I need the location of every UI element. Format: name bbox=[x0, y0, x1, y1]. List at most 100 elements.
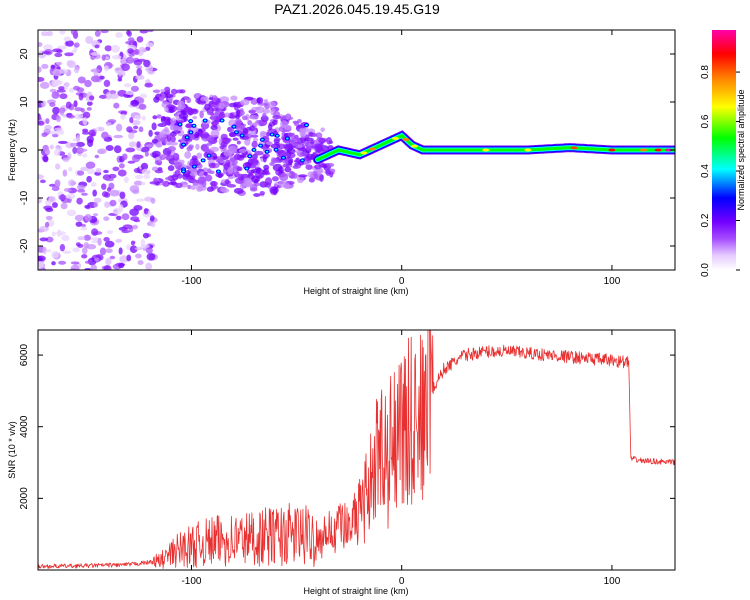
spectrogram-spot-core bbox=[252, 148, 256, 151]
spectrogram-blob bbox=[157, 122, 167, 127]
spectrogram-blob bbox=[118, 262, 125, 269]
spectrogram-blob bbox=[81, 223, 86, 228]
spectrogram-blob bbox=[325, 169, 331, 176]
spectrogram-blob bbox=[314, 164, 322, 170]
spectrogram-blob bbox=[254, 150, 264, 156]
spectrogram-blob bbox=[65, 101, 72, 109]
spectrogram-blob bbox=[128, 132, 135, 140]
spectrogram-blob bbox=[72, 247, 80, 253]
spectrogram-xtick-label: -100 bbox=[181, 276, 201, 287]
spectrogram-blob bbox=[51, 231, 56, 237]
spectrogram-blob bbox=[63, 82, 70, 87]
spectrogram-blob bbox=[66, 60, 76, 68]
snr-xtick-label: 100 bbox=[604, 576, 621, 587]
spectrogram-blob bbox=[126, 126, 133, 133]
spectrogram-blob bbox=[219, 111, 225, 120]
spectrogram-blob bbox=[60, 202, 68, 210]
spectrogram-blob bbox=[103, 216, 110, 221]
spectrogram-peak bbox=[360, 151, 368, 155]
spectrogram-blob bbox=[153, 96, 160, 103]
colorbar-tick-label: 0.0 bbox=[700, 263, 711, 277]
spectrogram-blob bbox=[103, 79, 111, 88]
spectrogram-blob bbox=[121, 153, 128, 161]
spectrogram-blob bbox=[115, 123, 123, 132]
spectrogram-blob bbox=[143, 174, 150, 180]
spectrogram-blob bbox=[91, 239, 100, 244]
spectrogram-blob bbox=[136, 141, 141, 148]
spectrogram-blob bbox=[263, 164, 270, 171]
spectrogram-blob bbox=[264, 182, 272, 188]
spectrogram-blob bbox=[59, 93, 68, 100]
spectrogram-blob bbox=[101, 183, 107, 190]
colorbar-tick-label: 0.6 bbox=[700, 114, 711, 128]
spectrogram-blob bbox=[86, 244, 97, 250]
spectrogram-blob bbox=[105, 257, 112, 266]
spectrogram-blob bbox=[101, 54, 106, 61]
spectrogram-ridge bbox=[315, 132, 675, 163]
snr-ylabel: SNR (10 * v/v) bbox=[7, 421, 17, 479]
spectrogram-blob bbox=[138, 103, 147, 110]
spectrogram-image bbox=[38, 30, 675, 270]
spectrogram-blob bbox=[306, 144, 312, 150]
spectrogram-blob bbox=[249, 122, 260, 126]
spectrogram-blob bbox=[207, 156, 212, 161]
spectrogram-blob bbox=[70, 30, 78, 36]
spectrogram-blob bbox=[127, 48, 134, 54]
spectrogram-blob bbox=[44, 221, 50, 228]
spectrogram-blob bbox=[52, 68, 62, 77]
spectrogram-blob bbox=[88, 95, 95, 101]
spectrogram-blob bbox=[91, 228, 99, 236]
spectrogram-blob bbox=[142, 232, 149, 239]
spectrogram-blob bbox=[277, 150, 288, 158]
spectrogram-ytick-label: 10 bbox=[19, 96, 30, 108]
spectrogram-blob bbox=[121, 213, 130, 221]
spectrogram-blob bbox=[97, 237, 102, 246]
spectrogram-blob bbox=[174, 169, 181, 177]
spectrogram-blob bbox=[326, 162, 335, 168]
spectrogram-blob bbox=[82, 153, 88, 158]
spectrogram-blob bbox=[73, 85, 81, 91]
spectrogram-blob bbox=[117, 89, 127, 97]
spectrogram-blob bbox=[68, 87, 75, 93]
spectrogram-blob bbox=[38, 120, 45, 126]
spectrogram-ytick-label: -10 bbox=[19, 190, 30, 205]
spectrogram-blob bbox=[45, 207, 54, 212]
spectrogram-blob bbox=[129, 245, 138, 254]
spectrogram-blob bbox=[94, 44, 100, 49]
spectrogram-blob bbox=[63, 188, 72, 193]
spectrogram-blob bbox=[224, 180, 230, 185]
spectrogram-spot-core bbox=[248, 155, 252, 158]
spectrogram-blob bbox=[189, 171, 198, 177]
spectrogram-blob bbox=[297, 118, 302, 124]
spectrogram-blob bbox=[113, 134, 124, 139]
spectrogram-ytick-label: 20 bbox=[19, 48, 30, 60]
spectrogram-blob bbox=[130, 99, 140, 107]
spectrogram-blob bbox=[85, 161, 96, 169]
spectrogram-blob bbox=[165, 89, 171, 95]
spectrogram-blob bbox=[139, 30, 149, 34]
spectrogram-blob bbox=[290, 132, 296, 140]
spectrogram-blob bbox=[45, 118, 50, 124]
spectrogram-blob bbox=[90, 182, 97, 187]
spectrogram-blob bbox=[288, 159, 293, 166]
spectrogram-spot-core bbox=[182, 170, 185, 173]
spectrogram-blob bbox=[168, 141, 178, 146]
spectrogram-blob bbox=[146, 252, 156, 261]
spectrogram-spot-core bbox=[274, 148, 278, 151]
spectrogram-spot-core bbox=[305, 124, 308, 127]
spectrogram-blob bbox=[134, 114, 142, 120]
spectrogram-spot-core bbox=[203, 119, 207, 122]
spectrogram-blob bbox=[86, 101, 93, 106]
spectrogram-blob bbox=[94, 257, 100, 262]
spectrogram-blob bbox=[38, 261, 44, 269]
colorbar-label: Normalized spectral amplitude bbox=[736, 89, 746, 210]
spectrogram-blob bbox=[51, 79, 61, 87]
spectrogram-blob bbox=[106, 121, 112, 127]
spectrogram-blob bbox=[126, 254, 132, 262]
spectrogram-blob bbox=[151, 138, 159, 144]
spectrogram-blob bbox=[165, 93, 174, 99]
spectrogram-blob bbox=[266, 131, 271, 137]
spectrogram-blob bbox=[170, 88, 178, 95]
spectrogram-spot-core bbox=[261, 138, 264, 141]
spectrogram-blob bbox=[55, 49, 63, 53]
